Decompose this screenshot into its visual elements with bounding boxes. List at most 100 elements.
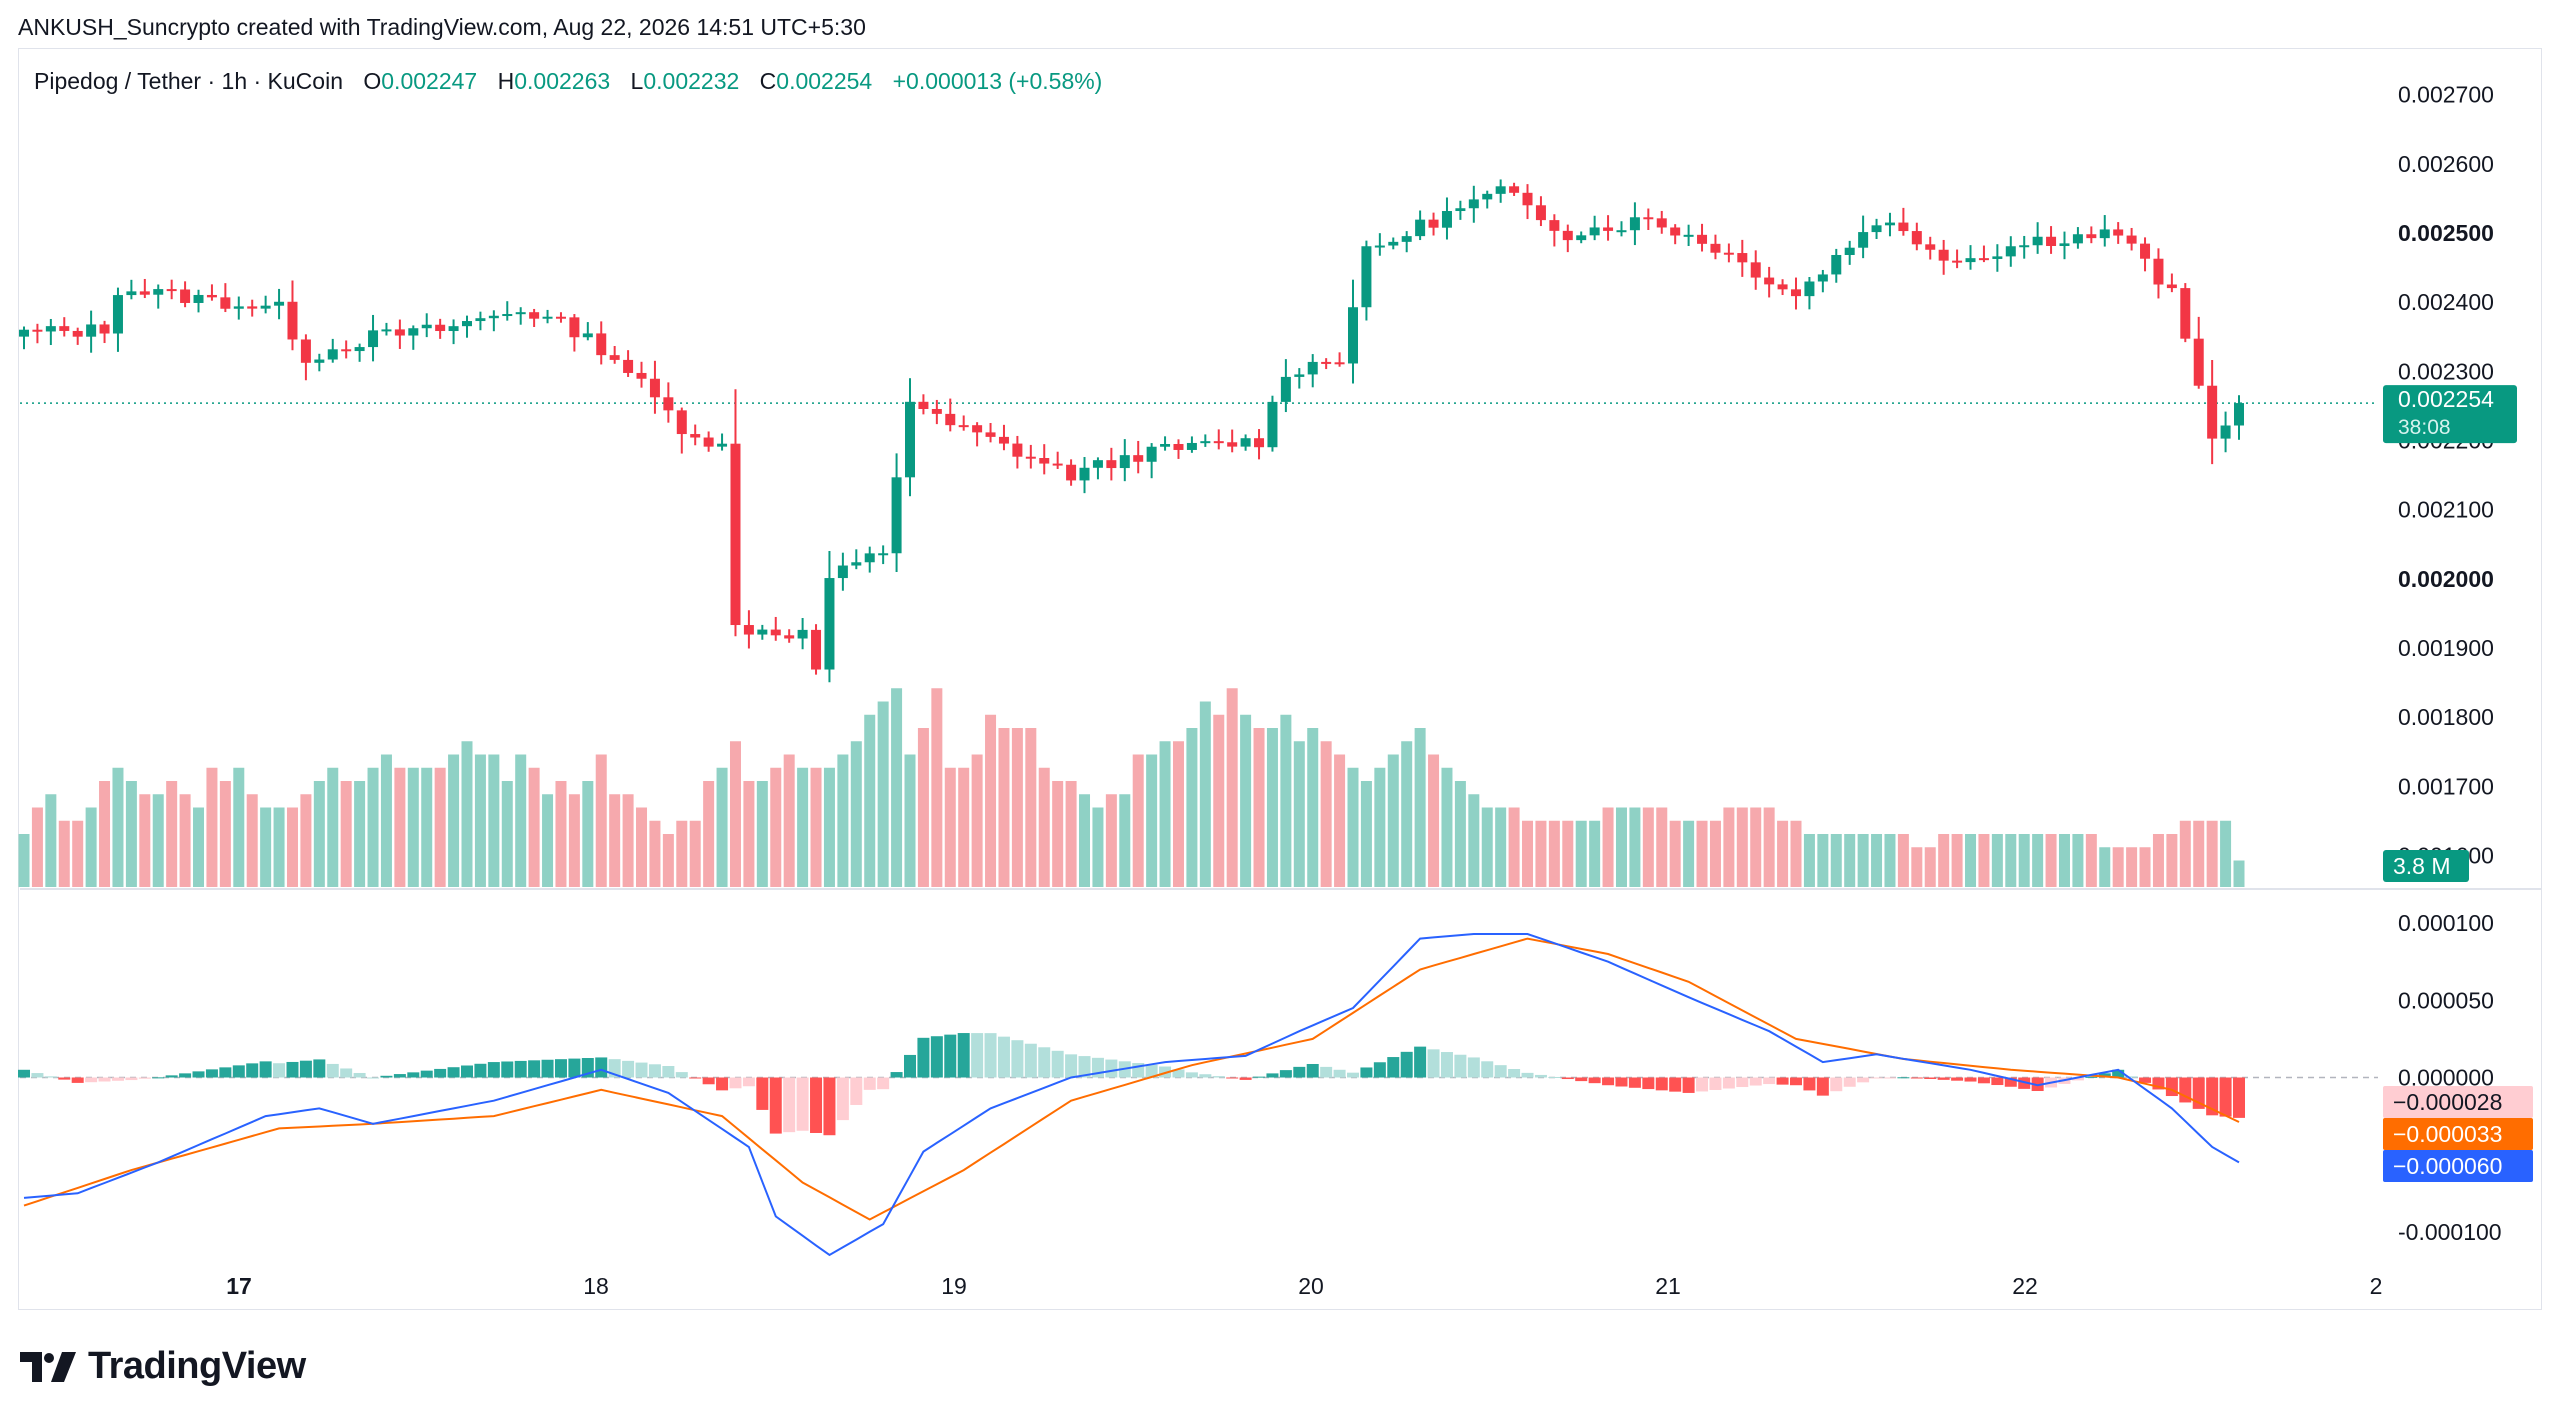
candle-body[interactable] [1683,234,1694,237]
candle-body[interactable] [1925,244,1936,250]
candle-body[interactable] [958,425,969,428]
candle-body[interactable] [1321,361,1332,364]
candle-body[interactable] [649,378,660,398]
candle-body[interactable] [582,333,593,338]
candle-body[interactable] [515,312,526,315]
candle-body[interactable] [2234,403,2244,426]
candle-body[interactable] [1495,186,1506,194]
candle-body[interactable] [1562,230,1573,241]
candle-body[interactable] [1522,192,1533,206]
candle-body[interactable] [2153,258,2164,285]
candle-body[interactable] [2126,235,2137,244]
candle-body[interactable] [1348,307,1358,364]
candle-body[interactable] [1871,225,1882,233]
candle-body[interactable] [542,316,553,319]
candle-body[interactable] [663,397,674,411]
candle-body[interactable] [72,330,83,337]
candle-body[interactable] [274,301,285,306]
tradingview-logo[interactable]: TradingView [20,1345,306,1388]
candle-body[interactable] [394,329,405,336]
candle-body[interactable] [1415,219,1426,237]
candle-body[interactable] [1710,243,1721,253]
candle-body[interactable] [448,326,459,332]
candle-body[interactable] [1831,254,1842,275]
candle-body[interactable] [770,629,781,636]
symbol-label[interactable]: Pipedog / Tether · 1h · KuCoin [34,68,343,94]
candle-body[interactable] [153,289,164,295]
candle-body[interactable] [1911,231,1922,245]
candle-body[interactable] [2086,234,2097,239]
candle-body[interactable] [1791,289,1801,297]
candle-body[interactable] [1535,205,1546,221]
candle-body[interactable] [1441,211,1452,228]
candle-body[interactable] [905,401,915,478]
candle-body[interactable] [341,349,352,352]
candle-body[interactable] [2072,234,2083,244]
candle-body[interactable] [918,401,929,409]
candle-body[interactable] [233,306,244,309]
candle-body[interactable] [1965,258,1976,263]
candle-body[interactable] [1025,456,1036,459]
candle-body[interactable] [931,408,942,414]
candle-body[interactable] [2099,229,2110,239]
candle-body[interactable] [354,347,365,352]
candle-body[interactable] [1468,199,1479,209]
candle-body[interactable] [408,328,419,336]
candle-body[interactable] [1334,362,1345,365]
candle-body[interactable] [2059,243,2070,246]
candle-body[interactable] [1992,256,2003,259]
candle-body[interactable] [1092,460,1103,468]
candle-body[interactable] [1858,232,1869,248]
candle-body[interactable] [703,437,714,447]
candle-body[interactable] [166,289,177,292]
candle-body[interactable] [1629,217,1640,231]
candle-body[interactable] [488,315,499,319]
candle-body[interactable] [1012,443,1023,457]
candle-body[interactable] [1482,193,1493,200]
candle-body[interactable] [972,425,983,433]
candle-body[interactable] [1200,441,1211,444]
candle-body[interactable] [1603,227,1614,231]
candle-body[interactable] [2180,288,2191,339]
candle-body[interactable] [1066,464,1077,481]
candle-body[interactable] [260,305,271,309]
candle-body[interactable] [462,321,472,327]
candle-body[interactable] [1361,246,1372,308]
candle-body[interactable] [2005,246,2016,257]
candle-body[interactable] [1670,227,1681,236]
candle-body[interactable] [247,306,258,309]
candle-body[interactable] [193,294,204,303]
candle-body[interactable] [1750,262,1761,278]
candle-body[interactable] [300,339,311,363]
candle-body[interactable] [2220,425,2231,439]
candle-body[interactable] [623,359,634,373]
candle-body[interactable] [1656,218,1667,228]
candle-body[interactable] [139,291,150,295]
candle-body[interactable] [811,629,822,670]
candle-body[interactable] [743,625,754,635]
candle-body[interactable] [676,410,687,435]
candle-body[interactable] [1052,463,1063,466]
candle-body[interactable] [945,413,956,426]
candle-body[interactable] [1079,467,1090,481]
candle-body[interactable] [1401,236,1412,242]
candle-body[interactable] [2193,338,2204,386]
candle-body[interactable] [784,635,795,639]
candle-body[interactable] [32,329,43,332]
candle-body[interactable] [19,329,29,337]
candle-body[interactable] [891,477,902,554]
candle-body[interactable] [1549,220,1560,231]
candle-body[interactable] [2019,245,2030,248]
candle-body[interactable] [1723,252,1734,255]
candle-body[interactable] [730,443,741,626]
candle-body[interactable] [1952,260,1963,263]
candle-body[interactable] [1039,458,1050,464]
candle-body[interactable] [1509,186,1520,193]
candle-body[interactable] [1455,208,1466,212]
candle-body[interactable] [2046,236,2057,246]
candle-body[interactable] [609,355,620,360]
candle-body[interactable] [1227,442,1238,447]
candle-body[interactable] [555,316,566,319]
candle-body[interactable] [220,297,231,309]
candle-body[interactable] [1374,245,1385,248]
